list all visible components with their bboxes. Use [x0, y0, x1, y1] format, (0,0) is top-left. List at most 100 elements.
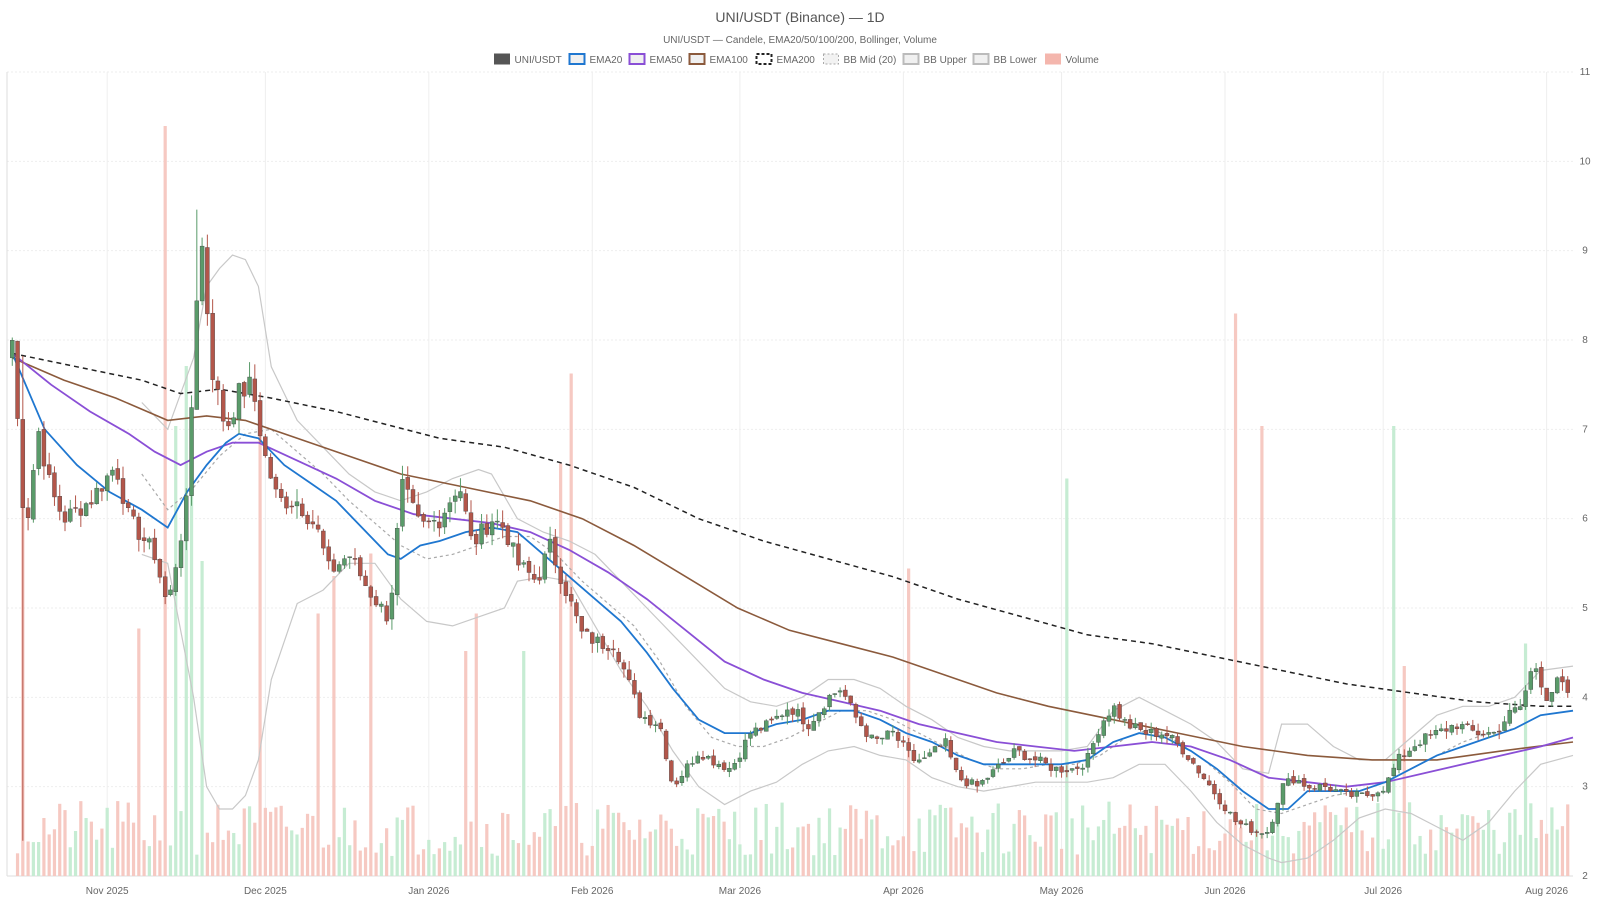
candle-body: [474, 534, 479, 545]
x-tick-label: Apr 2026: [883, 886, 924, 897]
candle-body: [837, 690, 843, 693]
volume-bar: [1334, 814, 1338, 876]
volume-bar: [980, 852, 985, 876]
volume-bar: [1302, 821, 1306, 876]
volume-bar: [79, 801, 83, 876]
candle-body: [943, 738, 948, 747]
volume-bar: [52, 829, 57, 876]
volume-bar: [1465, 815, 1470, 876]
candle-body: [853, 704, 859, 718]
candle-body: [1243, 823, 1249, 825]
volume-bar: [1191, 853, 1195, 876]
volume-bar: [1181, 830, 1185, 876]
volume-bar: [300, 827, 304, 876]
volume-bar: [1054, 812, 1058, 876]
candle-body: [1428, 734, 1433, 736]
volume-bar: [522, 651, 526, 876]
volume-bar: [469, 821, 473, 876]
candle-body: [880, 737, 885, 740]
legend-item: EMA50: [628, 53, 683, 66]
volume-bar: [638, 819, 642, 876]
candle-body: [342, 558, 347, 566]
volume-bar: [110, 847, 115, 876]
candle-body: [189, 407, 194, 496]
volume-bar: [321, 847, 325, 876]
candle-body: [616, 651, 621, 663]
candle-body: [120, 478, 126, 504]
volume-bar: [327, 844, 331, 876]
volume-bar: [1260, 426, 1264, 876]
candle-body: [36, 431, 41, 469]
candle-body: [932, 746, 938, 753]
candle-body: [78, 508, 84, 516]
axis-layer: 2 3 4 5 6 7 8 9 10 11 Nov 2025 Dec 2025 Jan 2026 Feb …: [86, 67, 1591, 897]
volume-bar: [1307, 825, 1311, 876]
candle-body: [547, 538, 553, 553]
candle-body: [452, 495, 458, 502]
legend-label: BB Lower: [994, 55, 1038, 66]
volume-bar: [548, 809, 552, 876]
candle-body: [895, 732, 901, 741]
volume-bar: [785, 849, 789, 876]
volume-bar: [189, 486, 194, 876]
candle-body: [199, 245, 205, 302]
volume-bar: [996, 803, 1000, 876]
candle-body: [1354, 791, 1360, 797]
candle-body: [410, 489, 416, 503]
volume-bar: [817, 817, 821, 876]
volume-bar: [205, 832, 209, 876]
legend-swatch: [688, 53, 706, 65]
candle-body: [405, 477, 410, 490]
candle-body: [157, 559, 163, 578]
volume-bar: [970, 816, 974, 876]
candle-body: [800, 707, 806, 725]
candle-body: [732, 763, 737, 770]
volume-bar: [1096, 826, 1101, 876]
candle-body: [236, 383, 242, 420]
y-tick-label: 10: [1579, 156, 1591, 167]
volume-bar: [643, 838, 647, 876]
candle-body: [827, 694, 832, 708]
candle-body: [785, 709, 790, 717]
ema100-line: [11, 357, 1574, 761]
candle-body: [579, 616, 584, 632]
volume-bar: [843, 828, 847, 876]
candle-body: [94, 487, 99, 505]
volume-bar: [358, 850, 362, 876]
candle-body: [938, 745, 943, 747]
volume-bar: [168, 845, 173, 876]
volume-bar: [1418, 835, 1422, 876]
candle-body: [948, 740, 954, 758]
volume-bar: [1487, 810, 1491, 876]
candle-body: [1291, 776, 1296, 784]
volume-bar: [47, 834, 51, 876]
candle-body: [1465, 723, 1470, 725]
volume-bar: [279, 805, 283, 876]
candle-body: [848, 695, 853, 704]
volume-bar: [891, 845, 895, 876]
candle-body: [1444, 728, 1449, 732]
legend-swatch: [972, 53, 990, 65]
candle-body: [173, 567, 178, 592]
candle-body: [806, 724, 811, 730]
candle-body: [495, 520, 500, 523]
volume-bar: [242, 808, 246, 876]
candle-body: [1112, 705, 1117, 717]
volume-bar: [400, 819, 405, 876]
candle-body: [1396, 753, 1402, 771]
candle-body: [716, 763, 722, 767]
volume-bar: [406, 807, 410, 876]
volume-bar: [532, 832, 536, 876]
volume-bar: [1297, 830, 1301, 876]
volume-bar: [854, 808, 858, 876]
candle-body: [152, 537, 157, 561]
volume-bar: [880, 848, 884, 876]
volume-bar: [912, 851, 916, 876]
volume-bar: [1481, 829, 1485, 876]
volume-bar: [1566, 804, 1570, 876]
volume-bar: [142, 840, 146, 876]
candle-body: [642, 717, 648, 719]
volume-bar: [1081, 805, 1085, 876]
candle-body: [278, 489, 284, 498]
